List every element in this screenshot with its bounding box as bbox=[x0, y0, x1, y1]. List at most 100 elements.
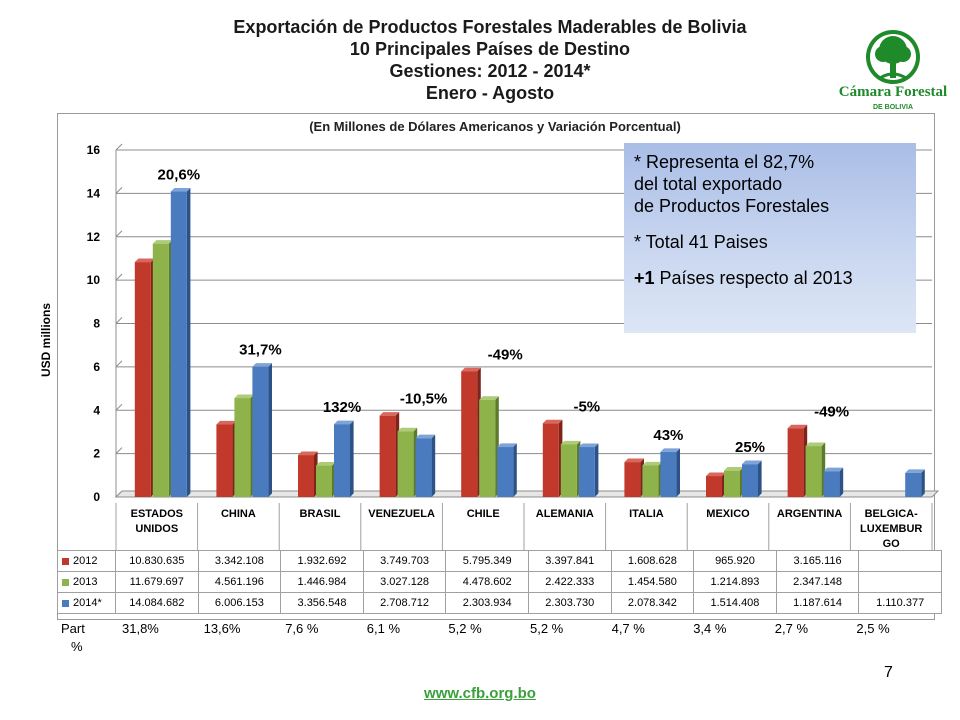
data-table: 2012 10.830.635 3.342.108 1.932.692 3.749.70… bbox=[57, 550, 942, 614]
variation-label: 20,6% bbox=[158, 167, 201, 184]
bar-side bbox=[431, 434, 436, 497]
bar-top bbox=[298, 451, 318, 456]
variation-label: 31,7% bbox=[239, 342, 282, 359]
bar-top bbox=[642, 461, 662, 466]
info-box: * Representa el 82,7% del total exportad… bbox=[624, 143, 916, 333]
legend-name: 2013 bbox=[73, 576, 98, 588]
info-line-5-bold: +1 bbox=[634, 268, 655, 288]
bar bbox=[624, 462, 641, 497]
bar bbox=[787, 428, 804, 497]
share-value: 31,8% bbox=[122, 621, 159, 636]
variation-label: -49% bbox=[814, 403, 849, 420]
bar bbox=[134, 262, 151, 497]
bar-top bbox=[742, 460, 762, 465]
table-cell: 1.214.893 bbox=[693, 571, 777, 593]
bar-top bbox=[234, 394, 254, 399]
series-label: 2013 bbox=[57, 571, 116, 593]
table-cell: 1.932.692 bbox=[280, 550, 364, 572]
share-value: 2,7 % bbox=[774, 621, 809, 636]
bar bbox=[334, 424, 350, 497]
bar-top bbox=[461, 367, 481, 372]
bar-top bbox=[316, 462, 336, 466]
share-value: 13,6% bbox=[203, 621, 241, 636]
table-cell bbox=[858, 550, 942, 572]
x-tick-label: MEXICO bbox=[706, 508, 750, 520]
bar-side bbox=[676, 448, 680, 497]
bar-top bbox=[724, 467, 744, 471]
info-line-5-rest: Países respecto al 2013 bbox=[654, 268, 853, 288]
bar bbox=[316, 465, 332, 497]
share-label-bottom: % bbox=[71, 639, 83, 654]
bar bbox=[379, 415, 396, 497]
bar bbox=[234, 398, 251, 497]
bar bbox=[742, 464, 758, 497]
variation-label: 43% bbox=[653, 427, 683, 444]
bar-top bbox=[379, 412, 400, 416]
variation-label: -49% bbox=[488, 346, 523, 363]
bar bbox=[642, 465, 659, 497]
share-row: Part % 31,8% 13,6% 7,6 % 6,1 % 5,2 % 5,2 % 4,7… bbox=[0, 621, 960, 654]
chart-subtitle: (En Millones de Dólares Americanos y Var… bbox=[309, 119, 681, 134]
x-tick-label: ITALIA bbox=[629, 508, 664, 520]
bar bbox=[497, 447, 514, 497]
legend-name: 2012 bbox=[73, 555, 98, 567]
info-line-3: de Productos Forestales bbox=[634, 196, 830, 216]
bar-top bbox=[660, 448, 680, 452]
table-cell: 965.920 bbox=[693, 550, 777, 572]
x-tick-label: ARGENTINA bbox=[777, 508, 842, 520]
bar bbox=[152, 243, 169, 497]
bar-top bbox=[397, 427, 418, 432]
table-row: 2014* 14.084.682 6.006.153 3.356.548 2.708.7… bbox=[57, 592, 942, 614]
bar bbox=[706, 476, 722, 497]
y-tick-label: 14 bbox=[87, 186, 101, 200]
table-cell: 3.027.128 bbox=[362, 571, 447, 593]
table-cell: 4.561.196 bbox=[197, 571, 282, 593]
title-line-4: Enero - Agosto bbox=[425, 83, 555, 103]
variation-label: 25% bbox=[735, 439, 765, 456]
bar bbox=[905, 472, 922, 497]
share-value: 5,2 % bbox=[530, 621, 564, 636]
bar bbox=[578, 447, 595, 497]
logo-subtitle: DE BOLIVIA bbox=[872, 104, 914, 111]
y-tick-label: 16 bbox=[87, 143, 101, 157]
x-tick-label: BRASIL bbox=[300, 508, 341, 520]
gridline-depth bbox=[115, 187, 123, 194]
bar-top bbox=[905, 469, 925, 473]
table-cell: 3.749.703 bbox=[362, 550, 447, 572]
table-cell: 1.608.628 bbox=[610, 550, 695, 572]
bar bbox=[415, 438, 432, 497]
gridline-depth bbox=[115, 360, 123, 368]
share-value: 7,6 % bbox=[285, 621, 319, 636]
bar bbox=[823, 471, 840, 497]
gridline-depth bbox=[115, 273, 123, 281]
bar-top bbox=[624, 458, 644, 463]
bar-side bbox=[350, 420, 354, 497]
table-row: 2012 10.830.635 3.342.108 1.932.692 3.749.70… bbox=[57, 550, 942, 572]
bar-side bbox=[758, 460, 762, 497]
y-tick-label: 0 bbox=[93, 490, 100, 504]
info-line-4: * Total 41 Paises bbox=[634, 232, 768, 252]
gridline-depth bbox=[115, 230, 123, 238]
series-label: 2012 bbox=[57, 550, 116, 572]
bar-side bbox=[839, 467, 844, 497]
bar-side bbox=[186, 187, 191, 497]
y-tick-label: 4 bbox=[93, 403, 100, 417]
footer: www.cfb.org.bo bbox=[0, 685, 960, 703]
table-cell: 2.422.333 bbox=[527, 571, 612, 593]
page-title: Exportación de Productos Forestales Made… bbox=[120, 16, 860, 104]
bar bbox=[724, 470, 740, 497]
title-line-3: Gestiones: 2012 - 2014* bbox=[389, 61, 591, 81]
table-cell: 3.342.108 bbox=[197, 550, 282, 572]
title-line-2: 10 Principales Países de Destino bbox=[349, 39, 631, 59]
table-cell: 3.397.841 bbox=[527, 550, 612, 572]
bar bbox=[397, 431, 414, 497]
table-cell: 6.006.153 bbox=[197, 592, 282, 614]
info-line-5: +1 Países respecto al 2013 bbox=[634, 267, 906, 289]
table-cell: 1.446.984 bbox=[280, 571, 364, 593]
bar bbox=[461, 371, 478, 497]
table-cell bbox=[858, 571, 942, 593]
bar-top bbox=[706, 472, 726, 477]
table-cell: 2.708.712 bbox=[362, 592, 447, 614]
bar-side bbox=[594, 443, 599, 497]
footer-link[interactable]: www.cfb.org.bo bbox=[424, 685, 536, 702]
